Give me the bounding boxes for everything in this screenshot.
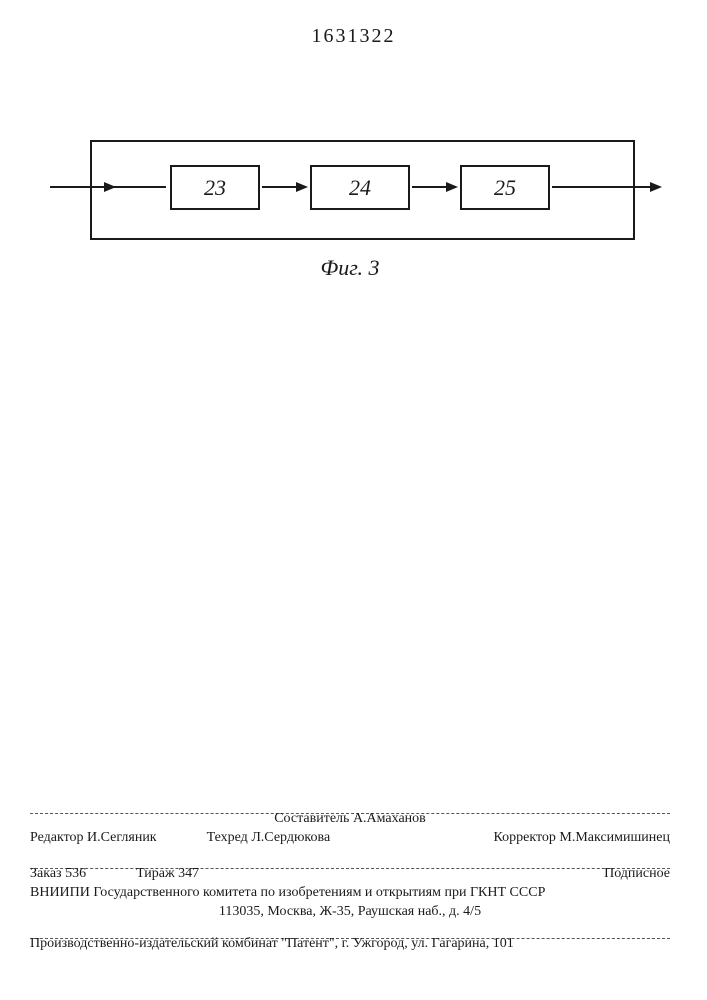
corrector-label: Корректор	[494, 830, 556, 845]
arrow-23-24-head	[296, 182, 308, 192]
techred-name: Л.Сердюкова	[251, 830, 330, 845]
arrow-output	[552, 186, 658, 188]
order-num: 536	[65, 866, 86, 881]
credits-row-2: Заказ 536 Тираж 347 Подписное ВНИИПИ Гос…	[30, 865, 670, 922]
block-25: 25	[460, 165, 550, 210]
block-diagram: 23 24 25 Фиг. 3	[50, 120, 650, 270]
tirazh-num: 347	[178, 866, 199, 881]
block-24: 24	[310, 165, 410, 210]
editor-label: Редактор	[30, 830, 84, 845]
editor-name: И.Сегляник	[87, 830, 157, 845]
publisher: Производственно-издательский комбинат "П…	[30, 935, 670, 954]
block-23-label: 23	[204, 175, 226, 201]
org-line2: 113035, Москва, Ж-35, Раушская наб., д. …	[30, 903, 670, 922]
page-number: 1631322	[312, 25, 396, 48]
techred-label: Техред	[207, 830, 248, 845]
arrow-output-head	[650, 182, 662, 192]
order-label: Заказ	[30, 866, 62, 881]
org-line1: ВНИИПИ Государственного комитета по изоб…	[30, 884, 670, 903]
arrow-24-25-head	[446, 182, 458, 192]
compiler-label: Составитель	[274, 811, 349, 826]
block-23: 23	[170, 165, 260, 210]
tirazh-label: Тираж	[136, 866, 175, 881]
corrector-name: М.Максимишинец	[559, 830, 670, 845]
figure-caption: Фиг. 3	[321, 255, 380, 281]
credits-row-1: Составитель А.Амаханов Редактор И.Сеглян…	[30, 810, 670, 848]
compiler-name: А.Амаханов	[353, 811, 426, 826]
arrow-input-head	[104, 182, 116, 192]
publisher-row: Производственно-издательский комбинат "П…	[30, 935, 670, 954]
block-24-label: 24	[349, 175, 371, 201]
block-25-label: 25	[494, 175, 516, 201]
subscription: Подписное	[604, 866, 670, 881]
